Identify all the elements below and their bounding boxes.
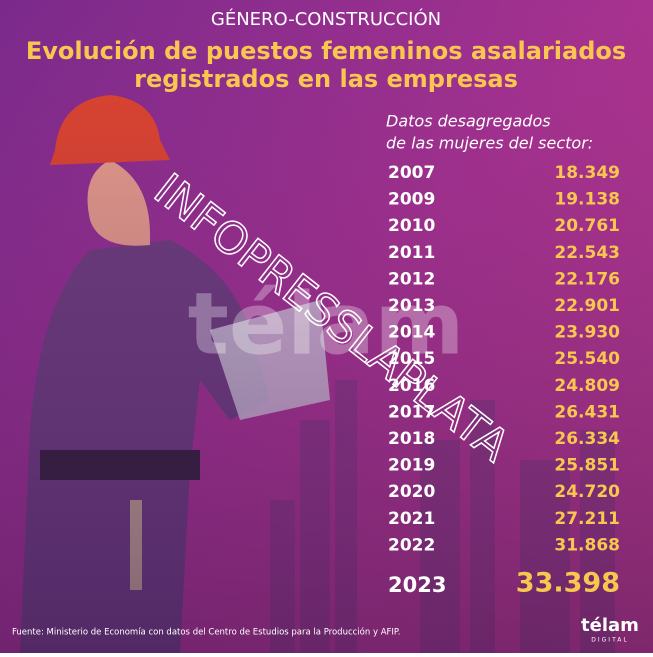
caption-line: de las mujeres del sector:: [386, 134, 593, 153]
year: 2015: [388, 349, 435, 369]
year: 2017: [388, 402, 435, 422]
title-line: registrados en las empresas: [134, 65, 518, 93]
value: 24.809: [554, 376, 620, 396]
logo: télam: [581, 615, 639, 636]
value: 25.851: [554, 456, 620, 476]
data-table: 2007 18.349 2009 19.138 2010 20.761 2011 22.543…: [388, 163, 620, 599]
value: 18.349: [554, 163, 620, 183]
value: 20.761: [554, 216, 620, 236]
value: 31.868: [554, 535, 620, 555]
year: 2016: [388, 376, 435, 396]
kicker: GÉNERO-CONSTRUCCIÓN: [211, 8, 441, 30]
year: 2019: [388, 456, 435, 476]
title: Evolución de puestos femeninos asalariad…: [26, 37, 626, 93]
logo-sub: DIGITAL: [591, 637, 628, 644]
value: 19.138: [554, 190, 620, 210]
year: 2007: [388, 163, 435, 183]
value: 22.176: [554, 269, 620, 289]
highlight-year: 2023: [388, 573, 446, 597]
year: 2012: [388, 269, 435, 289]
title-line: Evolución de puestos femeninos asalariad…: [26, 37, 626, 65]
year: 2021: [388, 509, 435, 529]
year: 2010: [388, 216, 435, 236]
value: 27.211: [554, 509, 620, 529]
value: 26.431: [554, 402, 620, 422]
watermark-logo: télam: [188, 274, 465, 374]
source: Fuente: Ministerio de Economía con datos…: [12, 627, 400, 638]
value: 25.540: [554, 349, 620, 369]
year: 2018: [388, 429, 435, 449]
year: 2020: [388, 482, 435, 502]
value: 23.930: [554, 323, 620, 343]
caption-line: Datos desagregados: [386, 112, 551, 131]
highlight-value: 33.398: [516, 568, 620, 599]
year: 2011: [388, 243, 435, 263]
year: 2022: [388, 535, 435, 555]
year: 2009: [388, 190, 435, 210]
value: 22.543: [554, 243, 620, 263]
value: 22.901: [554, 296, 620, 316]
value: 26.334: [554, 429, 620, 449]
caption: Datos desagregados de las mujeres del sec…: [386, 112, 593, 153]
year: 2013: [388, 296, 435, 316]
value: 24.720: [554, 482, 620, 502]
year: 2014: [388, 323, 435, 343]
